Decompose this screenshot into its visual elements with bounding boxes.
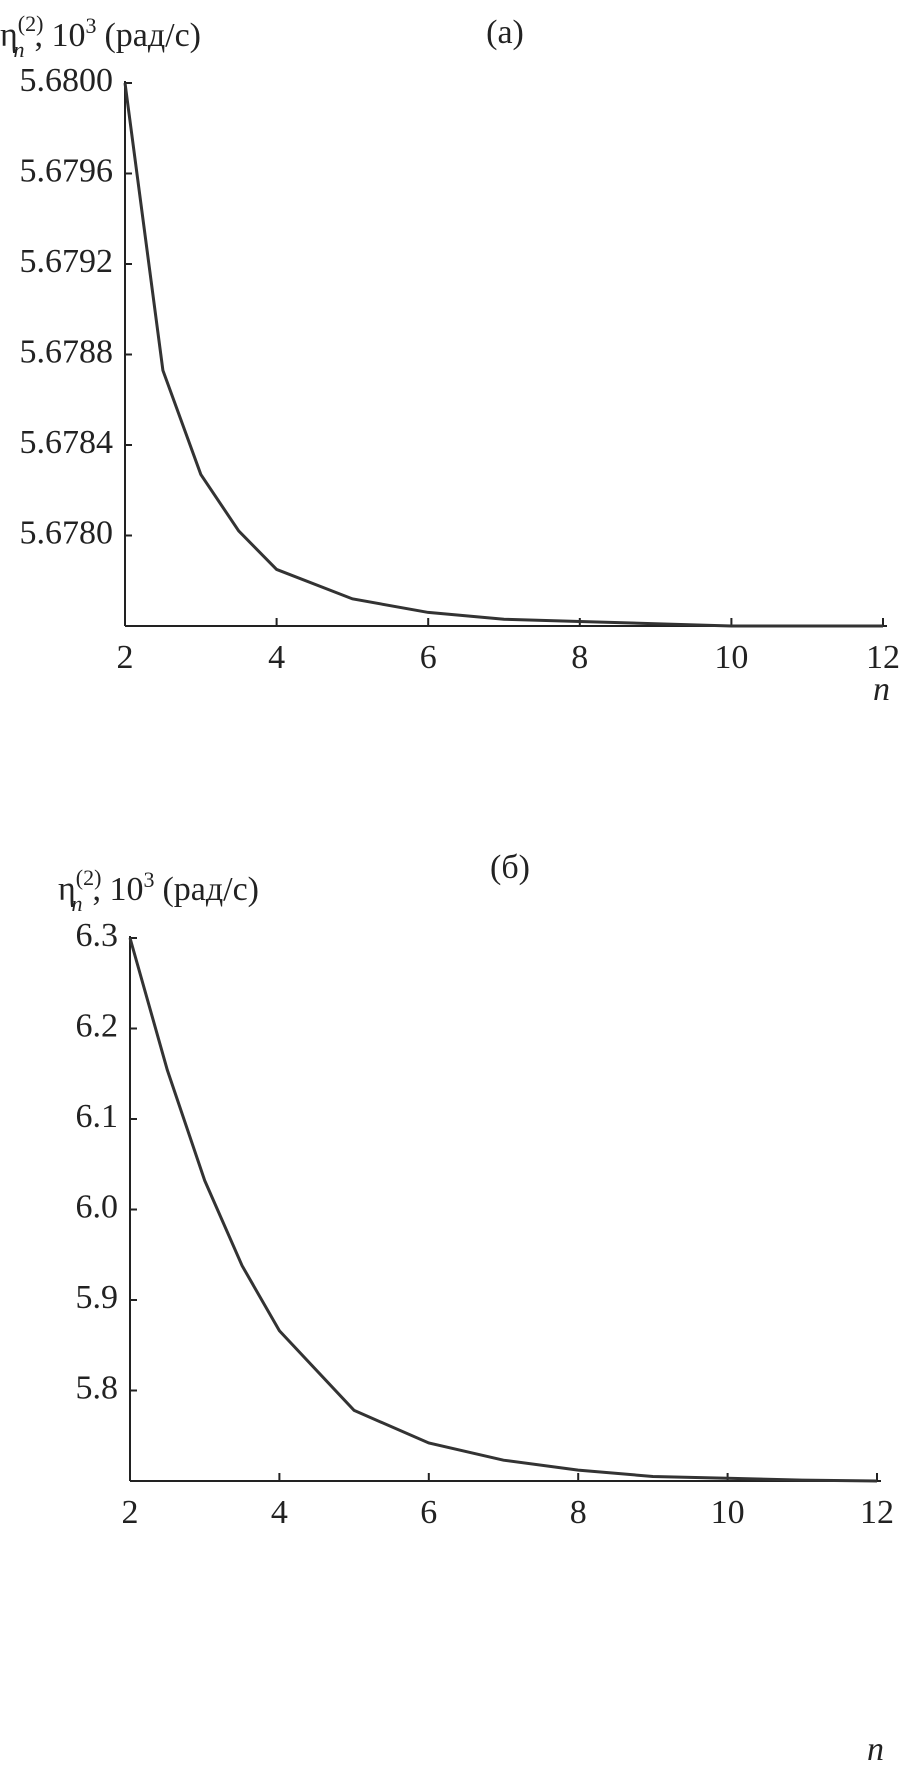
y-tick-label: 5.6796	[20, 152, 114, 189]
x-tick-label: 8	[571, 639, 588, 676]
y-label-text: , 10	[34, 17, 85, 54]
y-tick-label: 6.1	[76, 1098, 119, 1135]
data-line	[128, 937, 878, 1483]
y-label-subscript: n	[71, 891, 82, 916]
y-tick-label: 5.6792	[20, 243, 114, 280]
y-axis-label: η(2) n , 103 (рад/с)	[0, 11, 201, 62]
y-tick-label: 5.9	[76, 1279, 119, 1316]
y-tick-label: 5.6788	[20, 333, 114, 370]
y-label-symbol: η	[58, 871, 76, 908]
x-tick-label: 12	[866, 639, 900, 676]
y-tick-label: 6.3	[76, 917, 119, 954]
chart-title: (б)	[490, 849, 530, 886]
x-axis-label: n	[867, 1731, 884, 1768]
x-tick-label: 6	[420, 1494, 437, 1531]
y-tick-label: 6.0	[76, 1188, 119, 1225]
x-tick-label: 6	[420, 639, 437, 676]
y-tick-label: 5.8	[76, 1369, 119, 1406]
y-tick-label: 5.6784	[20, 424, 114, 461]
x-tick-label: 12	[860, 1494, 894, 1531]
y-label-symbol: η	[0, 17, 18, 54]
y-axis-label: η(2) n , 103 (рад/с)	[58, 865, 259, 916]
y-tick-label: 5.6780	[20, 514, 114, 551]
y-tick-label: 6.2	[76, 1007, 119, 1044]
x-tick-label: 2	[117, 639, 134, 676]
y-label-unit: (рад/с)	[162, 871, 259, 908]
x-tick-label: 10	[714, 639, 748, 676]
chart-title: (a)	[486, 14, 524, 51]
x-tick-label: 8	[570, 1494, 587, 1531]
y-label-unit: (рад/с)	[104, 17, 201, 54]
y-label-subscript: n	[13, 37, 24, 62]
y-label-power: 3	[85, 13, 96, 38]
x-axis-label: n	[873, 671, 890, 708]
y-label-power: 3	[143, 867, 154, 892]
data-line	[123, 82, 883, 628]
x-tick-label: 10	[711, 1494, 745, 1531]
y-label-superscript: (2)	[18, 11, 44, 36]
y-tick-label: 5.6800	[20, 62, 114, 99]
y-label-text: , 10	[92, 871, 143, 908]
x-tick-label: 4	[268, 639, 285, 676]
y-label-superscript: (2)	[76, 865, 102, 890]
x-tick-label: 2	[122, 1494, 139, 1531]
x-tick-label: 4	[271, 1494, 288, 1531]
